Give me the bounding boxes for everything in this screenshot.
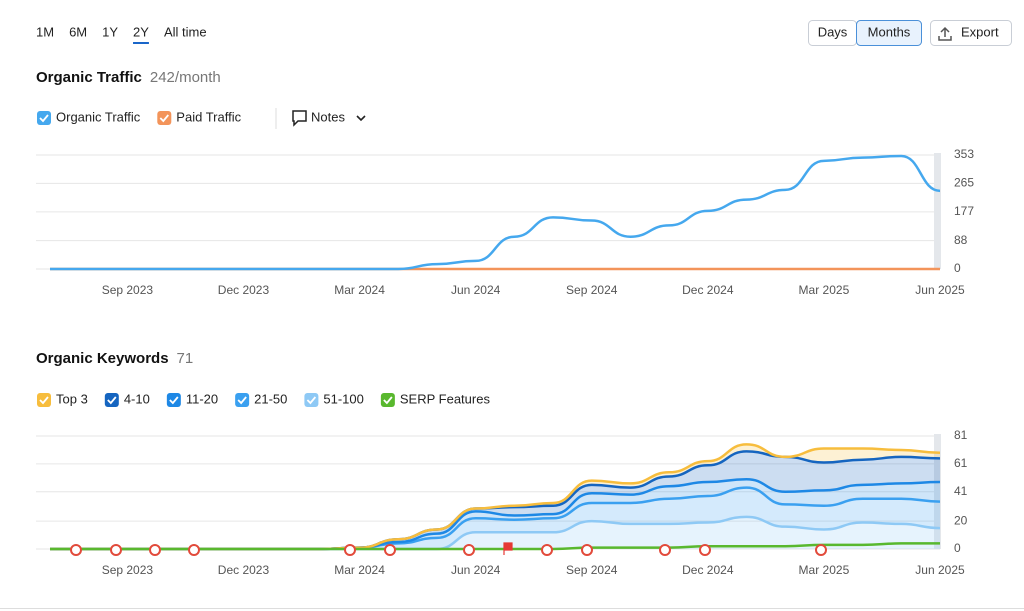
period-option[interactable]: 1Y xyxy=(102,24,118,39)
google-update-icon[interactable] xyxy=(188,544,200,556)
google-update-icon[interactable] xyxy=(463,544,475,556)
x-tick-label: Dec 2024 xyxy=(682,283,734,297)
legend-label[interactable]: Organic Traffic xyxy=(56,109,141,124)
google-update-icon[interactable] xyxy=(110,544,122,556)
google-update-icon[interactable] xyxy=(70,544,82,556)
export-label: Export xyxy=(961,24,999,39)
export-icon xyxy=(938,26,952,41)
legend-label[interactable]: Top 3 xyxy=(56,391,88,406)
chart-summary: 71 xyxy=(177,350,194,367)
legend-checkbox[interactable] xyxy=(166,393,181,407)
area-fill xyxy=(50,451,940,549)
legend-checkbox[interactable] xyxy=(235,393,250,407)
y-tick-label: 81 xyxy=(954,428,968,442)
y-tick-label: 177 xyxy=(954,204,974,218)
granularity-selected xyxy=(856,20,922,46)
x-tick-label: Dec 2024 xyxy=(682,563,734,577)
legend-checkbox[interactable] xyxy=(157,111,172,125)
legend-check xyxy=(237,396,247,405)
legend-label[interactable]: Paid Traffic xyxy=(176,109,241,124)
legend-check xyxy=(107,396,117,405)
period-option[interactable]: All time xyxy=(164,24,207,39)
x-tick-label: Sep 2024 xyxy=(566,283,618,297)
area-fill xyxy=(50,444,940,549)
x-tick-label: Jun 2025 xyxy=(915,283,965,297)
granularity-option[interactable]: Days xyxy=(818,24,848,39)
range-handle xyxy=(934,434,941,549)
y-tick-label: 353 xyxy=(954,147,974,161)
series-line xyxy=(50,542,940,551)
legend-check xyxy=(159,114,169,123)
google-update-icon[interactable] xyxy=(344,544,356,556)
flag-icon[interactable] xyxy=(503,542,513,555)
legend-check xyxy=(39,114,49,123)
x-tick-label: Jun 2025 xyxy=(915,563,965,577)
legend-checkbox[interactable] xyxy=(37,393,51,407)
x-tick-label: Dec 2023 xyxy=(218,283,270,297)
period-option[interactable]: 2Y xyxy=(133,24,149,39)
y-tick-label: 0 xyxy=(954,541,961,555)
legend-checkbox[interactable] xyxy=(380,393,395,407)
notes-label[interactable]: Notes xyxy=(311,109,345,124)
x-tick-label: Sep 2023 xyxy=(102,283,154,297)
legend-checkbox[interactable] xyxy=(104,393,119,407)
legend-checkbox[interactable] xyxy=(37,111,51,125)
legend-label[interactable]: SERP Features xyxy=(400,391,491,406)
chart-title: Organic Keywords xyxy=(36,350,169,367)
legend-check xyxy=(383,396,393,405)
notes-chevron[interactable] xyxy=(356,115,366,122)
google-update-icon[interactable] xyxy=(581,544,593,556)
legend-checkbox[interactable] xyxy=(304,393,319,407)
x-tick-label: Mar 2024 xyxy=(334,563,385,577)
x-tick-label: Sep 2024 xyxy=(566,563,618,577)
legend-check xyxy=(169,396,179,405)
y-tick-label: 265 xyxy=(954,176,974,190)
period-option[interactable]: 6M xyxy=(69,24,87,39)
x-tick-label: Mar 2025 xyxy=(799,563,850,577)
x-tick-label: Jun 2024 xyxy=(451,563,501,577)
google-update-icon[interactable] xyxy=(815,544,827,556)
x-tick-label: Mar 2024 xyxy=(334,283,385,297)
google-update-icon[interactable] xyxy=(541,544,553,556)
google-update-icon[interactable] xyxy=(149,544,161,556)
y-tick-label: 0 xyxy=(954,261,961,275)
legend-label[interactable]: 4-10 xyxy=(124,391,150,406)
period-underline xyxy=(133,42,149,44)
y-tick-label: 20 xyxy=(954,513,968,527)
google-update-icon[interactable] xyxy=(699,544,711,556)
legend-check xyxy=(306,396,317,405)
x-tick-label: Dec 2023 xyxy=(218,563,270,577)
y-tick-label: 61 xyxy=(954,456,968,470)
chart-summary: 242/month xyxy=(150,69,221,86)
legend-label[interactable]: 11-20 xyxy=(186,391,218,406)
range-handle xyxy=(934,153,941,269)
area-fill xyxy=(50,487,940,549)
google-update-icon[interactable] xyxy=(659,544,671,556)
google-update-icon[interactable] xyxy=(384,544,396,556)
chart-title: Organic Traffic xyxy=(36,69,142,86)
x-tick-label: Jun 2024 xyxy=(451,283,501,297)
granularity-option[interactable]: Months xyxy=(868,24,911,39)
legend-check xyxy=(39,396,49,405)
x-tick-label: Mar 2025 xyxy=(799,283,850,297)
period-option[interactable]: 1M xyxy=(36,24,54,39)
notes-icon[interactable] xyxy=(292,110,307,127)
series-line xyxy=(50,154,941,271)
y-tick-label: 41 xyxy=(954,484,968,498)
x-tick-label: Sep 2023 xyxy=(102,563,154,577)
legend-label[interactable]: 51-100 xyxy=(323,391,363,406)
legend-label[interactable]: 21-50 xyxy=(254,391,287,406)
y-tick-label: 88 xyxy=(954,233,968,247)
